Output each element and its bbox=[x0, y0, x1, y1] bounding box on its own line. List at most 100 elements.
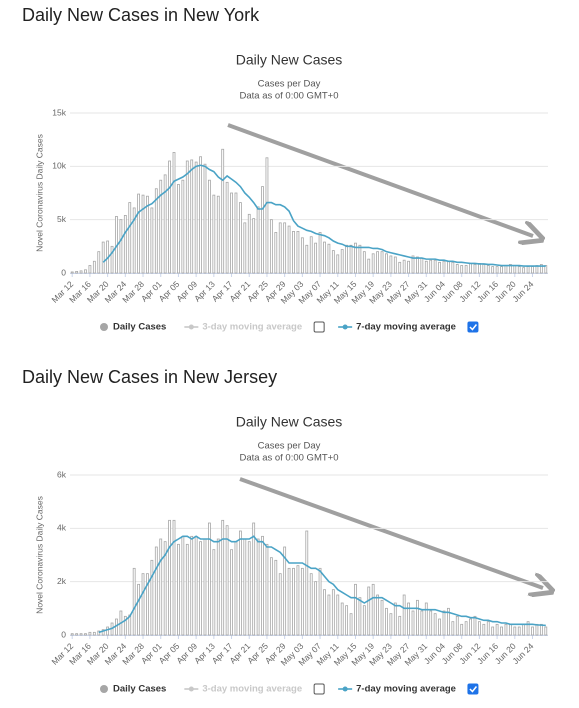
bar bbox=[208, 179, 211, 274]
bar bbox=[508, 623, 512, 636]
chart: Daily New Cases in New York Daily New Cas… bbox=[22, 5, 579, 333]
bar bbox=[539, 264, 543, 274]
legend-label[interactable]: Daily Cases bbox=[113, 322, 166, 333]
bar bbox=[442, 610, 446, 636]
bar bbox=[354, 583, 357, 636]
chart-note: Data as of 0:00 GMT+0 bbox=[239, 453, 338, 464]
bar bbox=[433, 613, 437, 636]
bar bbox=[522, 623, 526, 636]
bar bbox=[438, 261, 441, 274]
section-heading: Daily New Cases in New York bbox=[22, 5, 260, 25]
bar bbox=[154, 546, 158, 636]
bar bbox=[331, 250, 335, 274]
bar bbox=[208, 522, 211, 636]
checkmark bbox=[469, 686, 478, 693]
bar bbox=[305, 530, 309, 636]
bar bbox=[305, 244, 309, 274]
bar bbox=[420, 610, 424, 636]
bar bbox=[442, 260, 446, 274]
bar bbox=[101, 241, 105, 274]
bar bbox=[70, 633, 74, 636]
bar bbox=[340, 249, 344, 274]
bar bbox=[495, 266, 499, 274]
legend-label[interactable]: 7-day moving average bbox=[356, 684, 456, 695]
bar bbox=[309, 236, 313, 274]
chart: Daily New Cases in New Jersey Daily New C… bbox=[22, 367, 579, 695]
chart-subtitle: Cases per Day bbox=[258, 79, 321, 90]
legend-checkbox[interactable] bbox=[467, 321, 479, 333]
bar bbox=[221, 519, 225, 636]
legend-symbol bbox=[342, 324, 348, 330]
bar bbox=[230, 192, 233, 274]
bar bbox=[203, 163, 207, 274]
bar bbox=[402, 259, 406, 274]
bar bbox=[482, 623, 486, 636]
bar bbox=[398, 615, 402, 636]
legend-checkbox[interactable] bbox=[313, 683, 325, 695]
legend-label[interactable]: 3-day moving average bbox=[202, 322, 302, 333]
bar bbox=[92, 260, 96, 274]
bar bbox=[531, 266, 534, 274]
legend-checkbox[interactable] bbox=[313, 321, 325, 333]
bar bbox=[402, 594, 406, 636]
bar bbox=[362, 251, 366, 274]
bar bbox=[154, 188, 158, 274]
bar bbox=[230, 549, 233, 636]
bar bbox=[141, 194, 145, 274]
bar bbox=[159, 538, 163, 636]
chart-subtitle: Cases per Day bbox=[258, 441, 321, 452]
y-axis-label: Novel Coronavirus Daily Cases bbox=[34, 134, 44, 252]
bar bbox=[163, 541, 167, 636]
bar bbox=[150, 559, 154, 636]
bar bbox=[225, 525, 229, 636]
bar bbox=[283, 546, 287, 636]
bar bbox=[345, 605, 349, 636]
bar bbox=[371, 583, 375, 636]
bar bbox=[504, 623, 508, 636]
bar bbox=[411, 255, 415, 274]
bar bbox=[146, 573, 149, 636]
bar bbox=[234, 541, 238, 636]
bar bbox=[159, 179, 163, 274]
bar bbox=[385, 253, 388, 274]
bar bbox=[491, 626, 495, 636]
legend-label[interactable]: Daily Cases bbox=[113, 684, 166, 695]
bar bbox=[185, 543, 189, 636]
bar bbox=[212, 194, 216, 274]
y-tick-label: 15k bbox=[52, 107, 66, 117]
bar bbox=[265, 157, 269, 274]
bar bbox=[500, 266, 503, 274]
legend-label[interactable]: 7-day moving average bbox=[356, 322, 456, 333]
legend-label[interactable]: 3-day moving average bbox=[202, 684, 302, 695]
bar bbox=[181, 535, 185, 636]
bar bbox=[424, 260, 428, 274]
bar bbox=[345, 244, 349, 274]
bar bbox=[252, 218, 256, 274]
bar bbox=[79, 270, 83, 274]
bar bbox=[97, 251, 101, 274]
bar bbox=[389, 613, 393, 636]
y-tick-label: 0 bbox=[61, 629, 66, 639]
bar bbox=[371, 253, 375, 274]
bar bbox=[477, 621, 481, 636]
bar bbox=[300, 237, 304, 274]
bar bbox=[447, 260, 450, 274]
bar bbox=[296, 230, 300, 274]
bar bbox=[455, 615, 459, 636]
bar bbox=[336, 594, 340, 636]
y-tick-label: 2k bbox=[57, 576, 67, 586]
bar bbox=[451, 261, 455, 274]
bar bbox=[416, 256, 419, 274]
bar bbox=[336, 254, 340, 274]
chart-title: Daily New Cases bbox=[236, 52, 343, 68]
bar bbox=[256, 206, 260, 274]
bar bbox=[517, 626, 521, 636]
legend-checkbox[interactable] bbox=[467, 683, 479, 695]
bar bbox=[84, 269, 87, 274]
bar bbox=[216, 538, 220, 636]
bar bbox=[243, 222, 247, 274]
legend-symbol bbox=[188, 324, 194, 330]
bar bbox=[327, 243, 331, 274]
bar bbox=[407, 260, 410, 274]
bar bbox=[473, 615, 477, 636]
